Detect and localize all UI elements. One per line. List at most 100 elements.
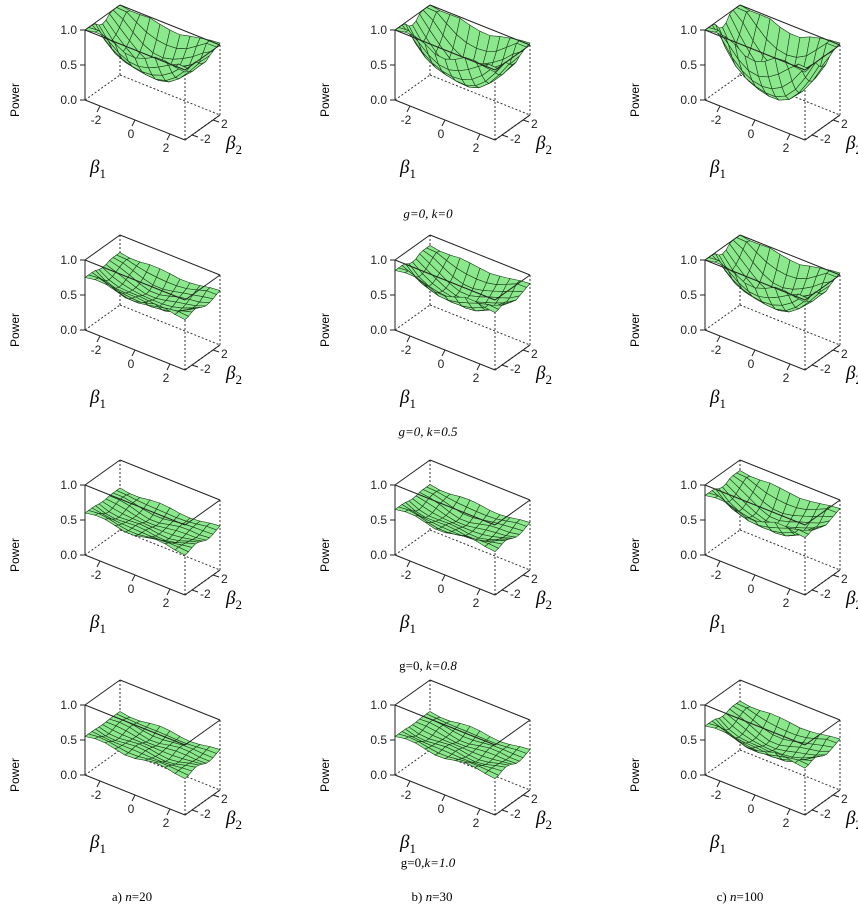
x-axis-subscript: 1 [719, 620, 726, 636]
x-tick-label: 2 [783, 371, 790, 385]
y-tick [212, 574, 220, 578]
z-tick-label: 1.0 [60, 253, 77, 267]
x-tick-label: 2 [163, 141, 170, 155]
y-tick-label: -2 [200, 132, 211, 146]
y-tick [191, 364, 199, 368]
z-tick-label: 0.5 [680, 288, 697, 302]
box-edge [84, 74, 121, 101]
box-edge [84, 259, 186, 301]
y-tick-label: 2 [531, 347, 538, 361]
z-tick-label: 0.5 [370, 733, 387, 747]
x-axis-symbol: β [400, 387, 410, 408]
x-axis-label: β1 [400, 832, 416, 857]
y-axis-subscript: 2 [855, 372, 858, 387]
box-edge [429, 4, 531, 46]
z-tick-label: 0.0 [680, 548, 697, 562]
z-axis-label: Power [318, 82, 332, 117]
x-axis-subscript: 1 [719, 395, 726, 411]
y-tick [212, 119, 220, 123]
surface-mesh [704, 4, 841, 101]
x-tick-label: 2 [163, 371, 170, 385]
x-axis-symbol: β [710, 612, 720, 633]
y-tick-label: 2 [841, 572, 848, 586]
surface-plot: 0.0 0.5 1.0 -2 0 2 2 -2 [60, 234, 228, 385]
x-tick-label: 2 [473, 371, 480, 385]
surface-mesh [394, 245, 531, 313]
y-tick [832, 349, 840, 353]
box-edge [84, 484, 186, 526]
box-edge [804, 499, 841, 526]
y-axis-subscript: 2 [855, 817, 858, 832]
surface-facet [484, 543, 500, 552]
y-axis-label: β2 [846, 588, 858, 613]
y-tick [522, 349, 530, 353]
x-tick [131, 574, 136, 582]
box-edge [84, 4, 121, 31]
x-tick [131, 119, 136, 127]
y-axis-label: β2 [846, 363, 858, 388]
x-tick [131, 794, 136, 802]
y-tick [811, 134, 819, 138]
z-tick-label: 0.5 [60, 733, 77, 747]
z-tick-label: 0.5 [60, 288, 77, 302]
panel-r4-c2: 0.0 0.5 1.0 -2 0 2 2 -2 Power β1 β2 [310, 679, 570, 880]
box-edge [494, 274, 531, 301]
z-tick-label: 0.0 [680, 93, 697, 107]
x-tick-label: -2 [91, 113, 102, 127]
x-tick [166, 133, 171, 141]
y-tick-label: -2 [200, 362, 211, 376]
x-tick [406, 780, 411, 788]
y-tick-label: -2 [510, 807, 521, 821]
surface-mesh [394, 4, 531, 89]
x-tick [751, 349, 756, 357]
y-axis-label: β2 [226, 588, 242, 613]
y-tick-label: -2 [510, 587, 521, 601]
y-axis-symbol: β [536, 133, 546, 154]
y-axis-label: β2 [226, 363, 242, 388]
z-axis-label: Power [628, 82, 642, 117]
z-tick-label: 1.0 [680, 698, 697, 712]
z-tick-label: 0.5 [370, 513, 387, 527]
x-axis-subscript: 1 [99, 620, 106, 636]
box-edge [429, 74, 531, 116]
box-edge [429, 234, 531, 276]
y-tick [191, 134, 199, 138]
x-tick [476, 363, 481, 371]
z-tick-label: 0.5 [680, 58, 697, 72]
y-tick-label: 2 [221, 117, 228, 131]
box-edge [184, 569, 221, 596]
box-edge [84, 749, 121, 776]
x-tick [441, 349, 446, 357]
y-tick [832, 794, 840, 798]
x-tick [96, 105, 101, 113]
y-axis-symbol: β [846, 133, 856, 154]
z-tick-label: 0.5 [60, 513, 77, 527]
box-edge [394, 704, 496, 746]
x-axis-label: β1 [710, 832, 726, 857]
panel-r1-c1: 0.0 0.5 1.0 -2 0 2 2 -2 Power β1 β2 [0, 4, 260, 205]
box-edge [804, 274, 841, 301]
y-tick [191, 809, 199, 813]
x-axis-subscript: 1 [409, 395, 416, 411]
z-axis-label: Power [318, 537, 332, 572]
box-edge [394, 29, 496, 71]
box-edge [394, 484, 496, 526]
x-axis-symbol: β [90, 612, 100, 633]
x-axis-label: β1 [710, 612, 726, 637]
z-tick-label: 1.0 [370, 478, 387, 492]
box-edge [394, 679, 431, 706]
box-edge [704, 679, 741, 706]
y-axis-subscript: 2 [545, 816, 552, 832]
x-tick-label: -2 [711, 343, 722, 357]
surface-plot: 0.0 0.5 1.0 -2 0 2 2 -2 [680, 4, 848, 155]
x-axis-symbol: β [90, 832, 100, 853]
box-edge [739, 749, 841, 791]
y-tick [501, 364, 509, 368]
y-tick [811, 809, 819, 813]
x-axis-subscript: 1 [409, 840, 416, 856]
x-tick [96, 560, 101, 568]
x-tick-label: 0 [128, 127, 135, 141]
box-edge [119, 4, 221, 46]
z-tick-label: 1.0 [370, 253, 387, 267]
